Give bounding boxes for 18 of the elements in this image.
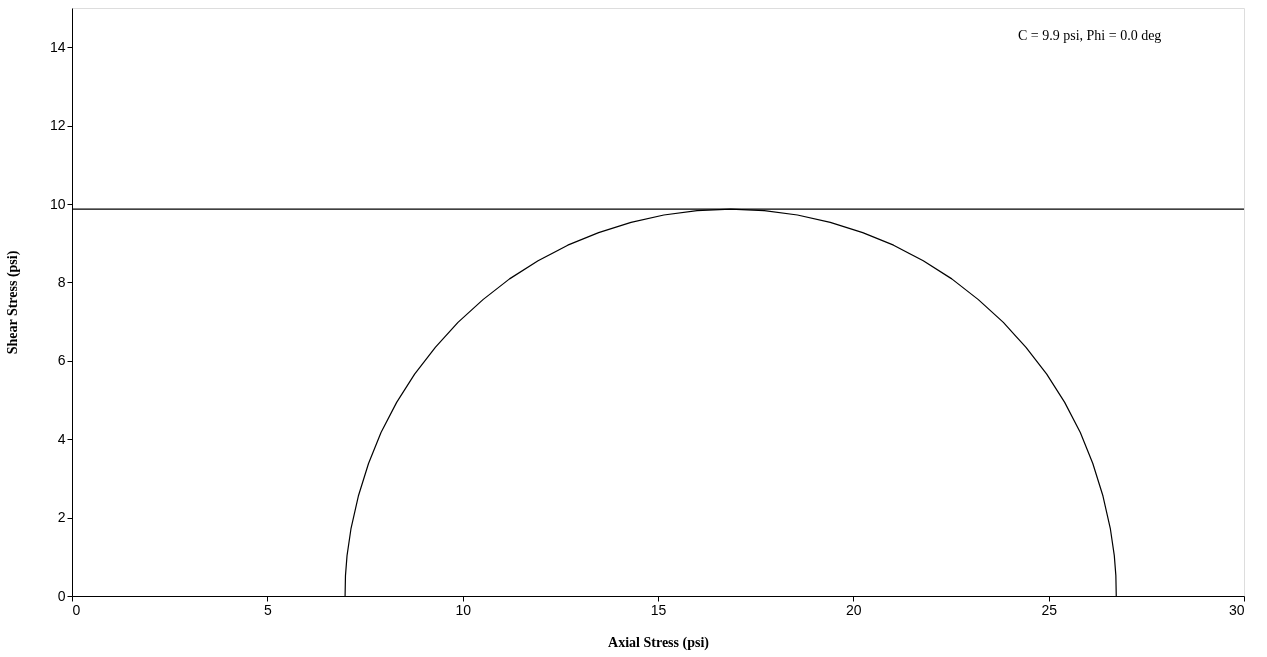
x-tick-label: 15 <box>650 601 667 618</box>
annotation: C = 9.9 psi, Phi = 0.0 deg <box>1018 28 1162 43</box>
x-tick-label: 25 <box>1041 601 1058 618</box>
y-tick-label: 14 <box>49 38 66 55</box>
y-tick-label: 8 <box>57 273 66 290</box>
x-axis-title: Axial Stress (psi) <box>608 634 710 651</box>
y-tick-label: 0 <box>57 587 66 604</box>
x-tick-label: 20 <box>846 601 862 618</box>
y-tick-label: 6 <box>57 352 66 369</box>
x-tick-label: 10 <box>455 601 472 618</box>
y-tick-label: 10 <box>49 195 66 212</box>
y-tick-label: 4 <box>57 430 66 447</box>
x-tick-label: 5 <box>263 601 272 618</box>
x-tick-label: 30 <box>1228 601 1245 618</box>
y-axis-title: Shear Stress (psi) <box>4 250 21 355</box>
x-tick-label: 0 <box>72 601 81 618</box>
y-tick-label: 12 <box>49 117 66 134</box>
y-tick-label: 2 <box>57 509 66 526</box>
